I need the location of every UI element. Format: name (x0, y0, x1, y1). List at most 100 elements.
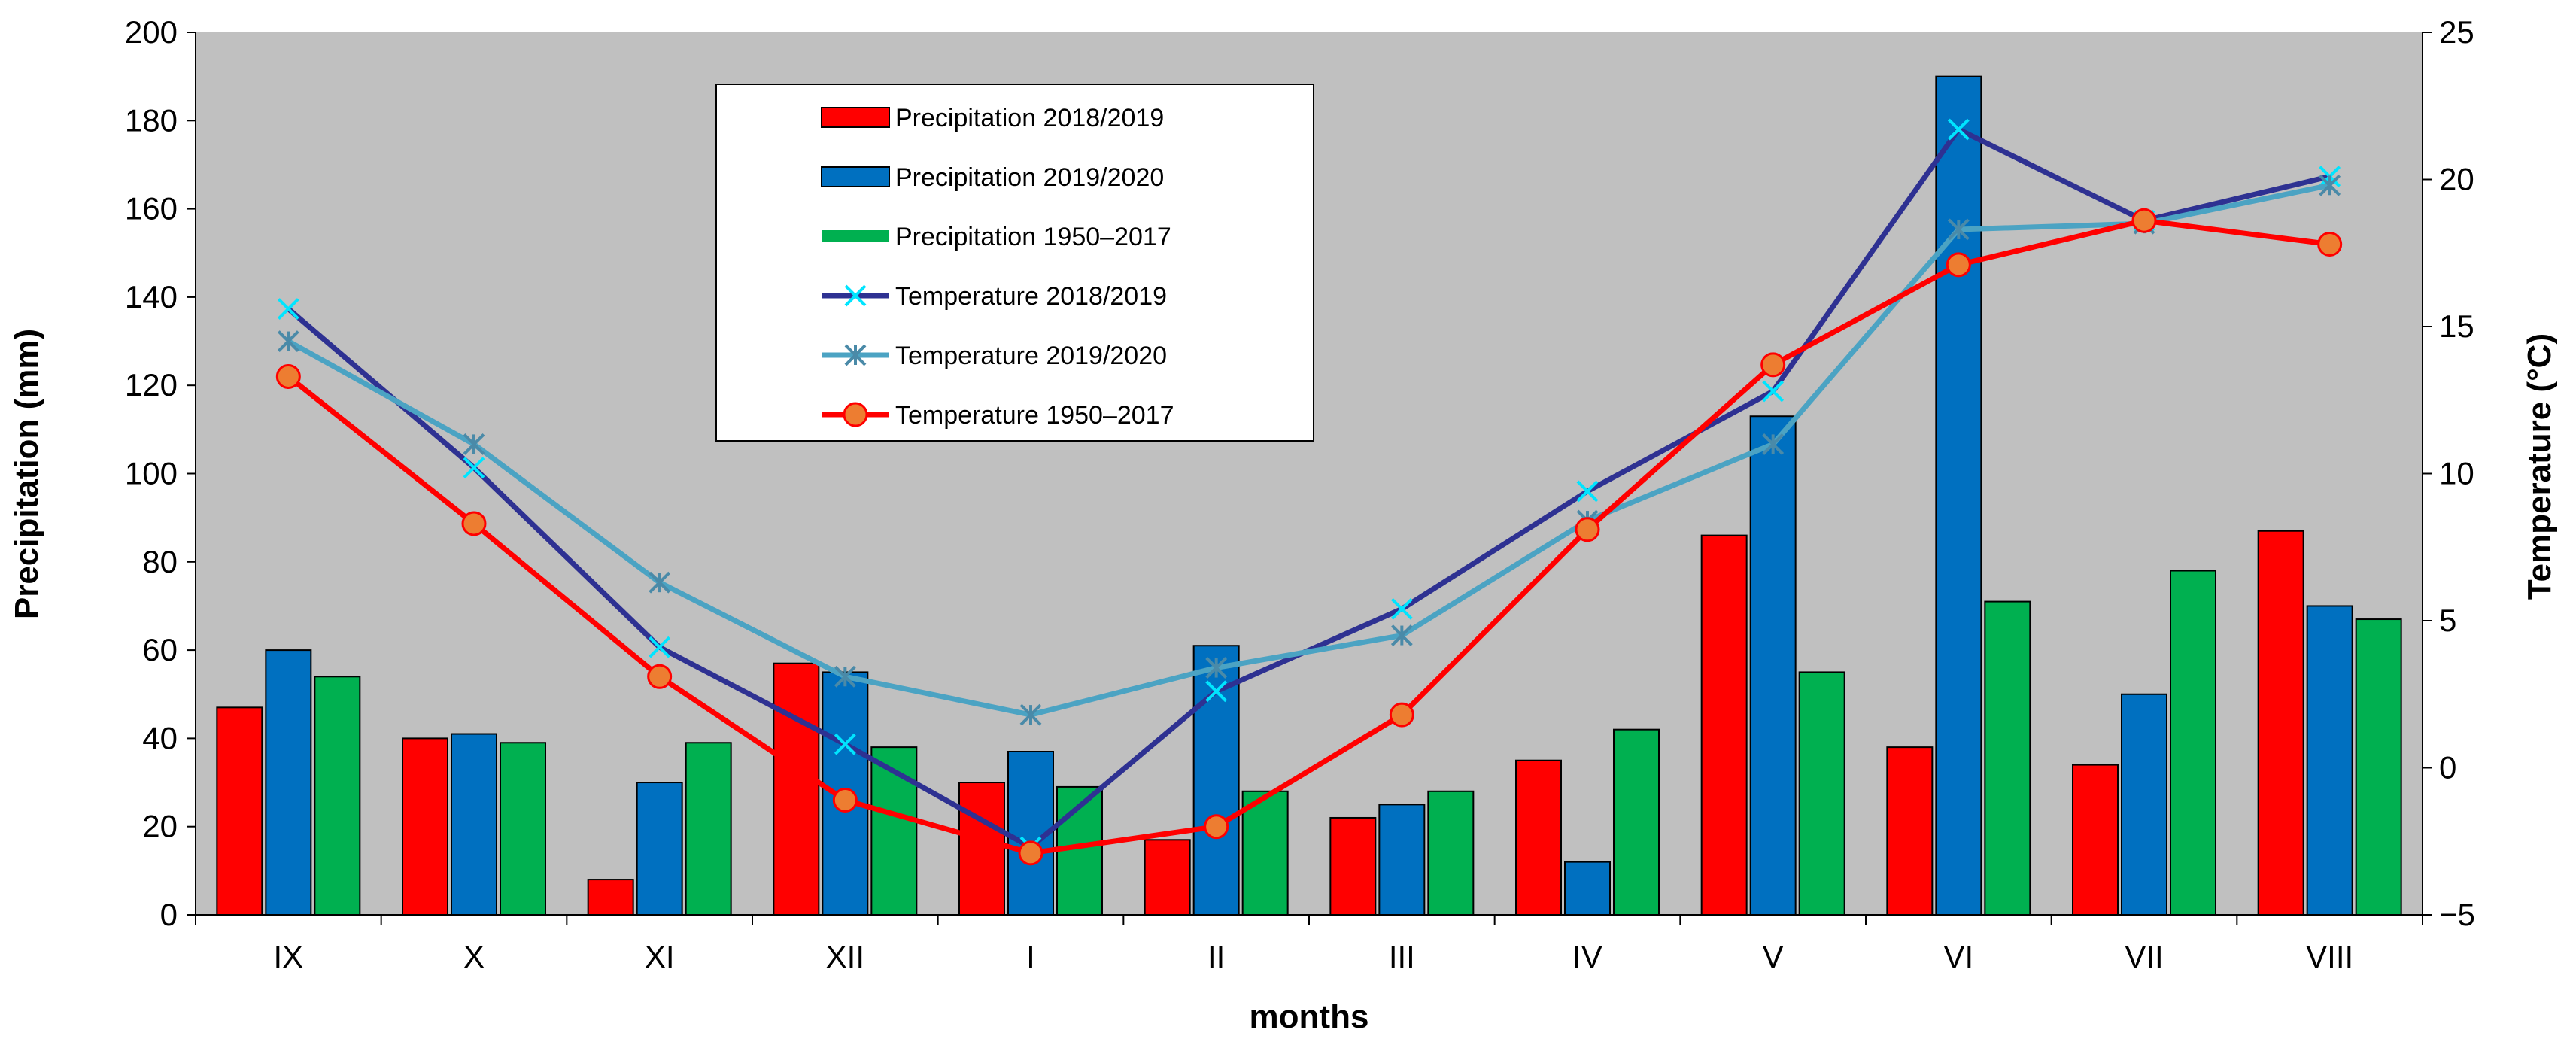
bar-precipitation-1950-2017-ix (314, 676, 361, 916)
legend-label-precipitation-2018-2019: Precipitation 2018/2019 (895, 104, 1164, 132)
point-temperature-2019-2020-iii (1390, 624, 1413, 646)
point-temperature-1950-2017-vii (2131, 208, 2157, 233)
y-right-tick-label: 20 (2439, 162, 2474, 197)
bar-precipitation-2018-2019-x (402, 737, 448, 916)
point-temperature-1950-2017-ii (1204, 814, 1229, 840)
line-layer (275, 118, 2343, 866)
legend-marker-temperature-2018-2019 (844, 284, 867, 307)
bar-precipitation-2018-2019-ii (1144, 839, 1191, 916)
bar-precipitation-2019-2020-viii (2306, 605, 2353, 916)
y-left-tick-label: 0 (160, 897, 178, 932)
point-temperature-1950-2017-xii (832, 788, 858, 813)
y-right-tick-label: 15 (2439, 308, 2474, 344)
point-temperature-1950-2017-v (1760, 352, 1786, 378)
bar-precipitation-1950-2017-iv (1613, 728, 1660, 916)
y-left-tick-label: 180 (125, 102, 178, 138)
y-right-tick-label: 10 (2439, 456, 2474, 491)
legend-marker-temperature-2019-2020 (844, 344, 867, 366)
point-temperature-2018-2019-ii (1205, 680, 1228, 703)
legend-marker-temperature-1950-2017 (843, 402, 868, 427)
y-left-tick-label: 120 (125, 367, 178, 403)
line-temperature-2019-2020 (287, 182, 2331, 718)
line-temperature-1950-2017 (287, 217, 2331, 856)
y-left-tick-label: 100 (125, 456, 178, 491)
bar-precipitation-2019-2020-v (1749, 415, 1797, 916)
bar-precipitation-2018-2019-xii (773, 662, 820, 916)
bar-precipitation-2019-2020-iv (1564, 861, 1611, 916)
point-temperature-2019-2020-xi (649, 571, 671, 594)
x-tick-label-ii: II (1208, 939, 1225, 974)
bar-precipitation-1950-2017-viii (2355, 618, 2402, 916)
legend-swatch-precipitation-2019-2020 (821, 166, 890, 187)
x-tick-label-xi: XI (645, 939, 675, 974)
legend-label-precipitation-2019-2020: Precipitation 2019/2020 (895, 163, 1164, 192)
legend-swatch-precipitation-1950-2017 (822, 230, 889, 242)
bar-precipitation-1950-2017-x (500, 742, 546, 916)
legend-label-precipitation-1950-2017: Precipitation 1950–2017 (895, 223, 1171, 251)
bar-precipitation-2018-2019-viii (2257, 530, 2304, 916)
x-axis-title: months (1250, 998, 1369, 1035)
bar-precipitation-1950-2017-xi (685, 742, 732, 916)
bar-layer (216, 75, 2402, 916)
point-temperature-2019-2020-ii (1205, 657, 1228, 679)
bar-precipitation-2018-2019-vii (2072, 764, 2119, 916)
y-left-tick-label: 20 (142, 809, 178, 844)
point-temperature-1950-2017-iv (1575, 517, 1600, 542)
point-temperature-2018-2019-xi (649, 636, 671, 658)
bar-precipitation-2019-2020-vi (1935, 75, 1982, 916)
point-temperature-2019-2020-ix (277, 330, 299, 352)
y-left-tick-label: 200 (125, 14, 178, 50)
point-temperature-2018-2019-iii (1390, 597, 1413, 620)
x-tick-label-v: V (1763, 939, 1784, 974)
bar-precipitation-2019-2020-xi (636, 782, 683, 916)
point-temperature-1950-2017-iii (1389, 702, 1414, 728)
point-temperature-2018-2019-v (1762, 380, 1785, 403)
bar-precipitation-1950-2017-vi (1984, 600, 2031, 916)
y-axis-right-title: Temperature (°C) (2521, 333, 2558, 600)
bar-precipitation-1950-2017-v (1798, 671, 1845, 916)
x-tick-label-vii: VII (2125, 939, 2163, 974)
bar-precipitation-2018-2019-xi (587, 879, 634, 916)
bar-precipitation-2019-2020-ix (265, 649, 312, 916)
legend-label-temperature-2019-2020: Temperature 2019/2020 (895, 342, 1167, 370)
bar-precipitation-2018-2019-iv (1515, 759, 1562, 916)
y-left-tick-label: 80 (142, 544, 178, 579)
y-right-tick-label: −5 (2439, 897, 2475, 932)
y-left-tick-label: 40 (142, 720, 178, 755)
y-left-tick-label: 160 (125, 191, 178, 226)
legend-label-temperature-2018-2019: Temperature 2018/2019 (895, 282, 1167, 311)
point-temperature-2018-2019-xii (834, 733, 856, 755)
bar-precipitation-2018-2019-v (1700, 534, 1748, 916)
bar-precipitation-2018-2019-iii (1329, 816, 1377, 916)
point-temperature-2019-2020-i (1019, 703, 1042, 726)
bar-precipitation-2019-2020-vii (2121, 693, 2167, 916)
point-temperature-1950-2017-xi (647, 664, 673, 689)
legend: Precipitation 2018/2019 Precipitation 201… (715, 84, 1314, 442)
bar-precipitation-2019-2020-x (451, 733, 497, 916)
tick-layer: 0 20 40 60 80 100 120 140 160 180 200 −5 0 5 10 15 20 25 I… (125, 14, 2475, 974)
point-temperature-2019-2020-vi (1947, 218, 1970, 241)
y-left-tick-label: 60 (142, 632, 178, 667)
point-temperature-1950-2017-vi (1946, 252, 1971, 278)
x-tick-label-ix: IX (273, 939, 303, 974)
point-temperature-1950-2017-viii (2317, 232, 2343, 257)
y-left-tick-label: 140 (125, 279, 178, 314)
y-right-tick-label: 25 (2439, 14, 2474, 50)
point-temperature-2019-2020-v (1762, 433, 1785, 455)
point-temperature-2018-2019-iv (1576, 480, 1599, 503)
x-tick-label-iii: III (1389, 939, 1415, 974)
x-tick-label-vi: VI (1943, 939, 1973, 974)
point-temperature-2019-2020-x (463, 433, 485, 455)
x-tick-label-x: X (463, 939, 485, 974)
point-temperature-1950-2017-i (1018, 840, 1043, 866)
y-axis-left-title: Precipitation (mm) (8, 329, 45, 619)
bar-precipitation-2018-2019-vi (1886, 746, 1934, 916)
legend-swatch-precipitation-2018-2019 (821, 107, 890, 128)
bar-precipitation-2018-2019-i (958, 782, 1005, 916)
point-temperature-2019-2020-xii (834, 665, 856, 688)
y-right-tick-label: 0 (2439, 750, 2456, 785)
point-temperature-2019-2020-viii (2319, 174, 2341, 196)
y-right-tick-label: 5 (2439, 603, 2456, 638)
bar-precipitation-1950-2017-iii (1427, 790, 1475, 916)
x-tick-label-xii: XII (826, 939, 864, 974)
